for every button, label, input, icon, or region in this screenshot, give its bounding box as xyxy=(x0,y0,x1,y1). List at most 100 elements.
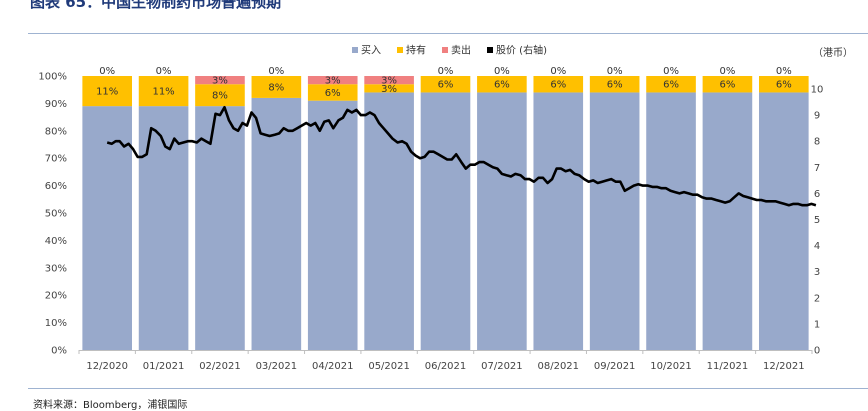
bar-label-hold: 6% xyxy=(494,80,510,91)
bar-segment-hold xyxy=(307,84,358,101)
bar-label-hold: 6% xyxy=(776,80,792,91)
bar-label-hold: 6% xyxy=(325,88,341,99)
bar-label-sell: 3% xyxy=(212,76,228,87)
bar-segment-buy xyxy=(758,92,809,350)
left-tick-label: 50% xyxy=(45,209,67,220)
bar-segment-buy xyxy=(364,92,414,350)
left-tick-label: 100% xyxy=(38,72,67,83)
bar-segment-hold xyxy=(477,76,527,93)
bar-segment-hold xyxy=(195,84,245,107)
x-axis: 12/2020 01/2021 02/2021 03/2021 04/2021 05/20… xyxy=(78,350,813,372)
right-tick-label: 3 xyxy=(814,267,820,278)
bar-segment-buy xyxy=(307,100,358,350)
right-tick-label: 4 xyxy=(814,241,820,252)
bar-label-sell: 0% xyxy=(550,66,566,77)
legend-label-0: 买入 xyxy=(361,45,381,57)
x-tick-label: 12/2020 xyxy=(86,361,128,372)
bar-label-sell: 0% xyxy=(776,66,792,77)
bar-segment-hold xyxy=(364,84,414,93)
right-tick-label: 2 xyxy=(814,293,820,304)
bar-segment-buy xyxy=(589,92,640,350)
bar-segment-buy xyxy=(195,106,245,350)
bar-label-sell: 0% xyxy=(663,66,679,77)
x-tick-label: 01/2021 xyxy=(143,361,185,372)
bar-label-hold: 6% xyxy=(663,80,679,91)
bar-segment-hold xyxy=(251,76,302,98)
left-tick-label: 60% xyxy=(45,181,67,192)
bar-segment-hold xyxy=(702,76,753,93)
bar-segment-hold xyxy=(82,76,133,107)
bar-label-hold: 11% xyxy=(152,87,174,98)
bar-segment-buy xyxy=(702,92,753,350)
right-tick-label: 6 xyxy=(814,189,820,200)
bar-label-sell: 3% xyxy=(381,76,397,87)
legend-swatch-2 xyxy=(442,47,448,53)
bar-label-sell: 0% xyxy=(156,66,172,77)
bar-label-hold: 6% xyxy=(719,80,735,91)
bar-label-sell: 0% xyxy=(268,66,284,77)
bar-segment-sell xyxy=(364,76,414,85)
legend-label-1: 持有 xyxy=(406,44,426,57)
price-line xyxy=(106,106,817,207)
bar-segment-hold xyxy=(420,76,471,93)
bar-labels: 11%0%11%0%8%3%8%0%6%3%3%3% 6%0%6%0%6%0%6%… xyxy=(96,66,792,102)
right-tick-label: 10 xyxy=(811,85,824,96)
left-tick-label: 20% xyxy=(45,291,67,302)
x-tick-label: 09/2021 xyxy=(594,361,636,372)
legend: 买入 持有 卖出 股价 (右轴) xyxy=(352,44,547,57)
bar-segment-buy xyxy=(420,92,471,350)
right-axis-unit-label: （港币） xyxy=(813,47,853,59)
legend-swatch-1 xyxy=(397,47,403,53)
legend-swatch-3 xyxy=(487,47,493,53)
bar-label-sell: 0% xyxy=(494,66,510,77)
right-tick-label: 9 xyxy=(814,111,820,122)
bar-label-sell: 0% xyxy=(438,66,454,77)
bar-label-sell: 0% xyxy=(607,66,623,77)
bar-segment-hold xyxy=(589,76,640,93)
bar-label-hold: 6% xyxy=(550,80,566,91)
x-tick-label: 02/2021 xyxy=(199,361,241,372)
left-axis: 0% 10% 20% 30% 40% 50% 60% 70% 80% 90% 100% xyxy=(38,72,67,357)
x-tick-label: 05/2021 xyxy=(368,361,410,372)
bar-segment-hold xyxy=(646,76,696,93)
left-tick-label: 0% xyxy=(51,346,67,357)
x-tick-label: 11/2021 xyxy=(707,361,749,372)
right-tick-label: 5 xyxy=(814,215,820,226)
x-tick-label: 12/2021 xyxy=(763,361,805,372)
bar-segment-buy xyxy=(251,97,302,350)
x-tick-label: 06/2021 xyxy=(425,361,467,372)
x-tick-label: 07/2021 xyxy=(481,361,523,372)
right-axis: 0 1 2 3 4 5 6 7 8 9 10 xyxy=(811,85,824,357)
left-tick-label: 10% xyxy=(45,318,67,329)
bar-label-sell: 0% xyxy=(99,66,115,77)
bar-segment-hold xyxy=(758,76,809,93)
bar-label-hold: 8% xyxy=(268,82,284,93)
bar-label-sell: 3% xyxy=(325,76,341,87)
bar-label-hold: 6% xyxy=(438,80,454,91)
x-tick-label: 04/2021 xyxy=(312,361,354,372)
x-tick-label: 08/2021 xyxy=(537,361,579,372)
right-tick-label: 1 xyxy=(814,319,820,330)
legend-swatch-0 xyxy=(352,47,358,53)
bar-segment-buy xyxy=(533,92,584,350)
bottom-divider xyxy=(28,388,868,389)
bar-label-sell: 0% xyxy=(719,66,735,77)
bar-label-hold: 11% xyxy=(96,87,118,98)
x-tick-label: 10/2021 xyxy=(650,361,692,372)
bar-label-hold: 6% xyxy=(607,80,623,91)
bar-segment-hold xyxy=(533,76,584,93)
source-note: 资料来源：Bloomberg，浦银国际 xyxy=(33,400,188,411)
right-tick-label: 7 xyxy=(814,163,820,174)
left-tick-label: 90% xyxy=(45,99,67,110)
bar-segment-sell xyxy=(195,76,245,85)
figure-title: 图表 65：中国生物制药市场普遍预期 xyxy=(30,0,282,11)
left-tick-label: 30% xyxy=(45,263,67,274)
bar-segment-hold xyxy=(138,76,189,107)
right-tick-label: 0 xyxy=(814,346,820,357)
top-divider xyxy=(28,33,868,34)
left-tick-label: 70% xyxy=(45,154,67,165)
bar-label-hold: 8% xyxy=(212,91,228,102)
left-tick-label: 80% xyxy=(45,126,67,137)
bar-segment-buy xyxy=(646,92,696,350)
